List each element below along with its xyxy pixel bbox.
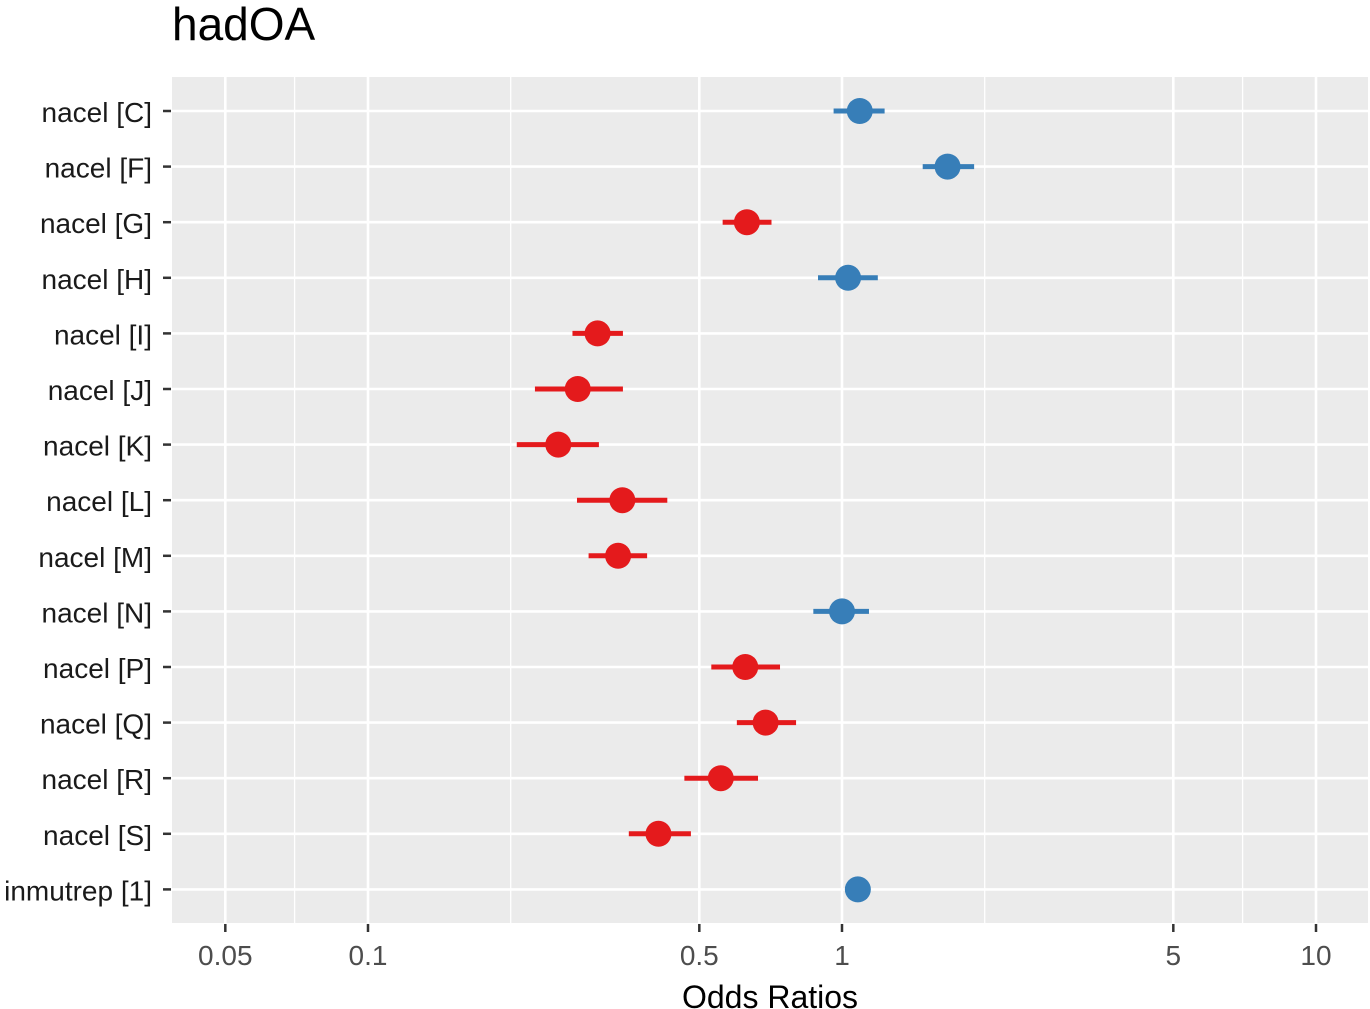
- y-tick-label: nacel [J]: [48, 375, 152, 406]
- estimate-point: [545, 431, 572, 458]
- estimate-points: [545, 98, 961, 903]
- estimate-point: [733, 209, 760, 236]
- y-tick-label: nacel [K]: [43, 431, 152, 462]
- y-tick-label: nacel [G]: [40, 208, 152, 239]
- estimate-point: [605, 542, 632, 569]
- y-tick-label: nacel [R]: [42, 764, 153, 795]
- x-tick-label: 5: [1166, 940, 1182, 971]
- chart-title: hadOA: [172, 0, 316, 50]
- y-tick-label: nacel [M]: [38, 542, 152, 573]
- x-axis: 0.05 0.1 0.5 1 5 10: [198, 924, 1332, 971]
- y-tick-label: nacel [I]: [54, 319, 152, 350]
- estimate-point: [846, 98, 873, 124]
- y-tick-label: nacel [N]: [42, 597, 153, 628]
- x-tick-label: 0.05: [198, 940, 253, 971]
- y-tick-label: inmutrep [1]: [4, 875, 152, 906]
- estimate-point: [609, 487, 636, 514]
- estimate-point: [732, 654, 759, 680]
- y-tick-label: nacel [Q]: [40, 709, 152, 740]
- estimate-point: [752, 709, 779, 736]
- estimate-point: [934, 153, 961, 180]
- y-tick-label: nacel [F]: [45, 153, 152, 184]
- x-tick-label: 10: [1300, 940, 1331, 971]
- x-tick-label: 1: [834, 940, 850, 971]
- estimate-point: [707, 765, 734, 792]
- estimate-point: [584, 320, 611, 347]
- y-tick-label: nacel [C]: [42, 97, 153, 128]
- estimate-point: [645, 820, 672, 847]
- x-axis-label: Odds Ratios: [682, 979, 858, 1009]
- y-tick-label: nacel [S]: [43, 820, 152, 851]
- estimate-point: [829, 598, 855, 625]
- estimate-point: [564, 376, 591, 402]
- y-tick-label: nacel [L]: [46, 486, 152, 517]
- y-tick-label: nacel [P]: [43, 653, 152, 684]
- y-tick-label: nacel [H]: [42, 264, 153, 295]
- y-axis: nacel [C] nacel [F] nacel [G] nacel [H] nace…: [4, 97, 171, 906]
- estimate-point: [844, 876, 871, 903]
- x-tick-label: 0.5: [680, 940, 719, 971]
- estimate-point: [835, 264, 862, 291]
- x-tick-label: 0.1: [349, 940, 388, 971]
